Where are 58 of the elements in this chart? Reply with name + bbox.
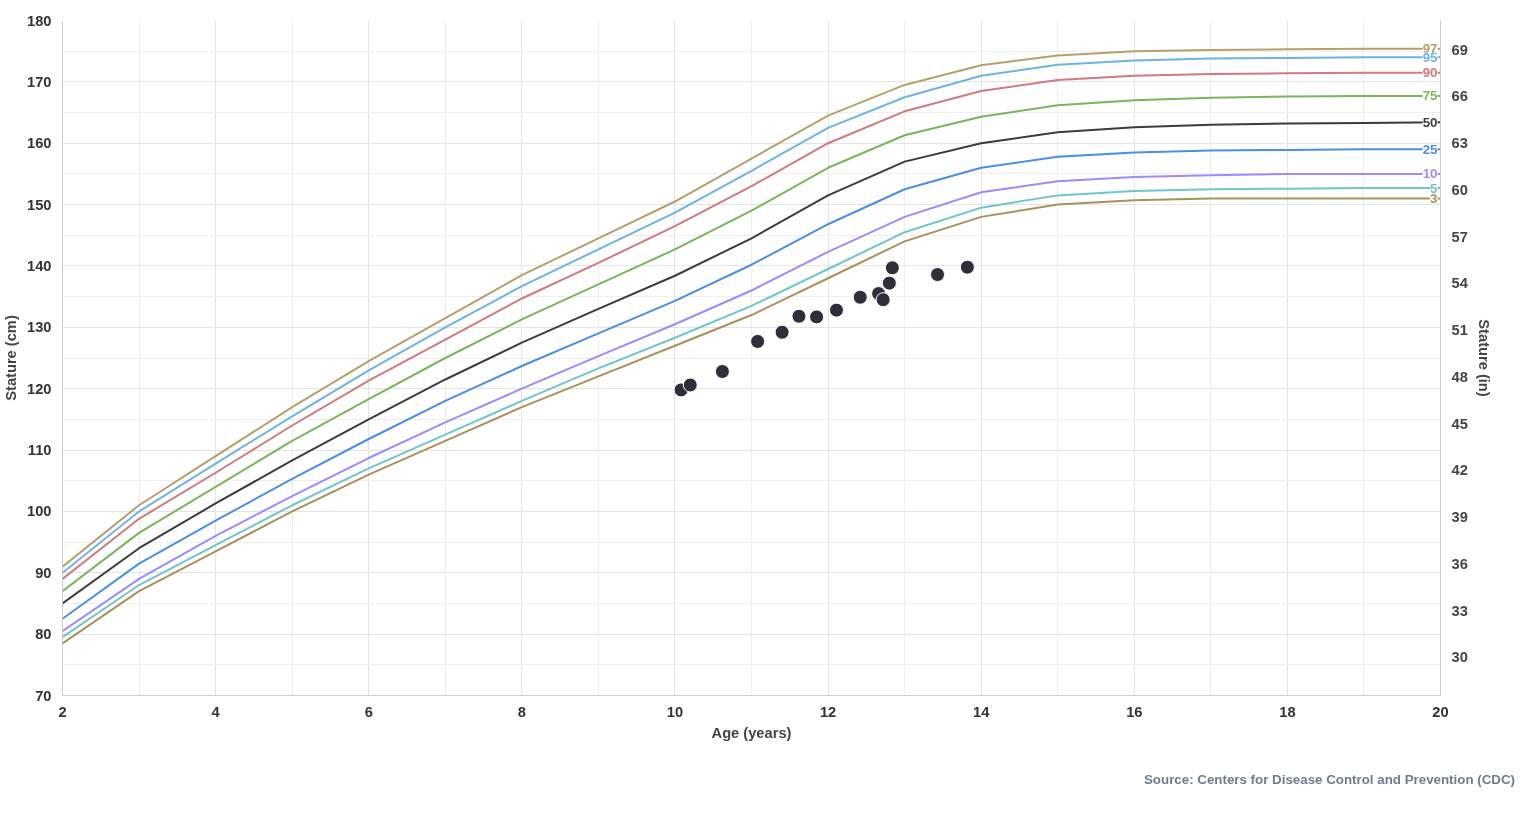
y2-tick-label: 66 [1451, 88, 1468, 105]
series-label: 10 [1422, 166, 1438, 182]
series-label: 50 [1422, 114, 1438, 130]
y-tick-label: 80 [35, 626, 52, 643]
y2-tick-label: 54 [1451, 275, 1469, 292]
y-tick-label: 150 [27, 196, 52, 213]
point [714, 364, 730, 379]
point [884, 260, 900, 276]
series-label: 25 [1422, 141, 1439, 157]
y-tick-label: 180 [27, 12, 52, 29]
x-tick-label: 12 [819, 703, 837, 720]
point [881, 275, 897, 291]
y2-tick-label: 57 [1451, 228, 1468, 245]
point [852, 289, 868, 305]
y2-tick-label: 42 [1451, 462, 1468, 479]
y2-tick-label: 48 [1451, 368, 1468, 385]
series-label: 90 [1422, 65, 1438, 81]
y2-tick-label: 63 [1451, 135, 1468, 152]
point [930, 267, 946, 283]
point [828, 302, 844, 318]
y2-tick-label: 45 [1451, 415, 1468, 432]
y-tick-label: 120 [27, 380, 52, 397]
point [774, 324, 790, 340]
x-tick-label: 8 [517, 703, 526, 720]
y2-tick-label: 69 [1451, 41, 1468, 58]
y2-tick-label: 39 [1451, 509, 1468, 526]
y2-tick-label: 33 [1451, 602, 1468, 619]
x-tick-label: 6 [364, 703, 373, 720]
y-tick-label: 140 [27, 257, 52, 274]
y-axis-title: Stature (cm) [3, 315, 20, 401]
y-tick-label: 130 [27, 319, 52, 336]
y-tick-label: 70 [35, 687, 52, 704]
x-axis-title: Age (years) [711, 724, 792, 741]
x-tick-label: 2 [58, 703, 67, 720]
y-tick-label: 110 [27, 442, 52, 459]
source-note: Source: Centers for Disease Control and Prevention (CDC) [1143, 771, 1515, 789]
y2-tick-label: 30 [1451, 649, 1468, 666]
point [750, 333, 766, 349]
x-tick-label: 20 [1432, 703, 1449, 720]
point [809, 309, 825, 325]
x-tick-label: 4 [211, 703, 221, 720]
point [791, 308, 807, 324]
y2-axis-title: Stature (in) [1475, 319, 1492, 397]
y-tick-label: 160 [27, 135, 52, 152]
x-tick-label: 16 [1126, 703, 1143, 720]
x-tick-label: 14 [973, 703, 991, 720]
series-label: 75 [1422, 88, 1439, 104]
point [682, 377, 698, 393]
x-tick-label: 10 [666, 703, 684, 720]
y2-tick-label: 60 [1451, 181, 1468, 198]
point [959, 259, 975, 275]
y-tick-label: 170 [27, 73, 52, 90]
y2-tick-label: 36 [1451, 555, 1468, 572]
y-tick-label: 100 [27, 503, 52, 520]
y2-tick-label: 51 [1451, 322, 1468, 339]
point [875, 292, 891, 308]
y-tick-label: 90 [35, 564, 52, 581]
x-tick-label: 18 [1279, 703, 1296, 720]
